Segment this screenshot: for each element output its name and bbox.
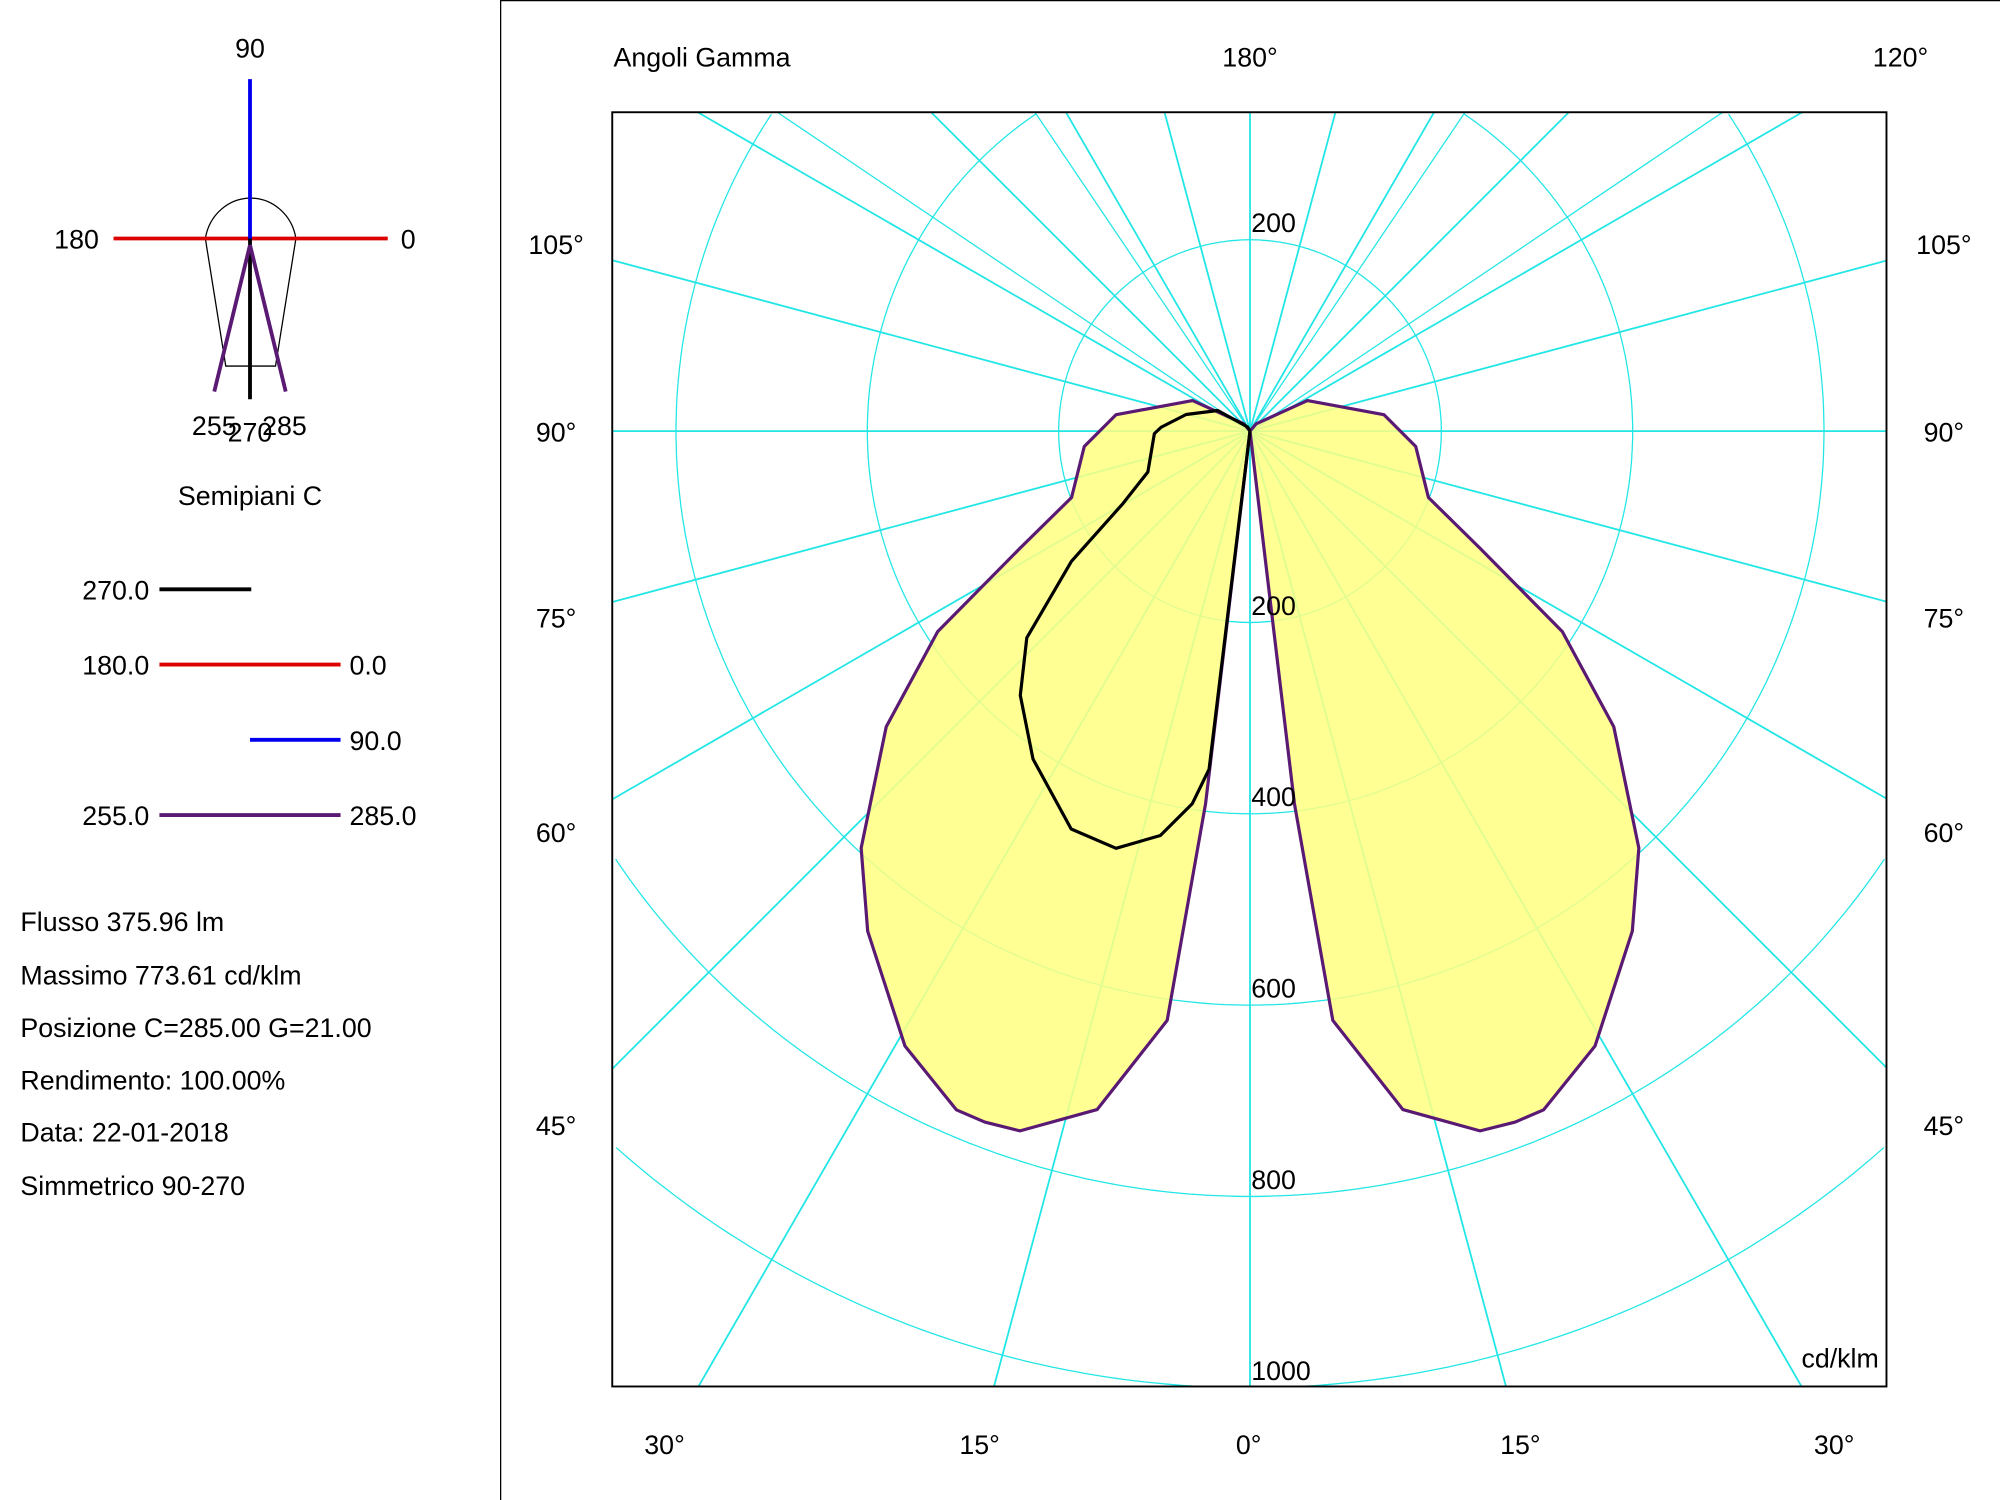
legend-left-label: 255.0 <box>82 801 149 831</box>
info-symmetry: Simmetrico 90-270 <box>20 1171 245 1201</box>
bottom-angle-30-right: 30° <box>1814 1430 1854 1460</box>
legend-right-label: 285.0 <box>349 801 416 831</box>
right-angle-45: 45° <box>1924 1111 1964 1141</box>
grid-radial-line <box>1034 112 1251 432</box>
plane-285-line <box>248 244 288 393</box>
grid-radial-line <box>1065 112 1251 432</box>
grid-radial-line <box>776 112 1251 432</box>
radial-tick-label: 400 <box>1251 782 1296 812</box>
left-angle-75: 75° <box>536 604 576 634</box>
bottom-angle-15-left: 15° <box>959 1430 999 1460</box>
icon-label-255: 255 <box>192 411 237 441</box>
grid-radial-line <box>1249 112 1724 432</box>
radial-tick-label: 200 <box>1251 208 1296 238</box>
info-efficiency: Rendimento: 100.00% <box>20 1065 285 1095</box>
info-flux: Flusso 375.96 lm <box>20 907 224 937</box>
top-label-120: 120° <box>1873 42 1928 72</box>
radial-tick-labels: 200 200 400 600 800 1000 <box>1251 208 1311 1386</box>
grid-radial-line <box>1249 259 1887 432</box>
grid-radial-line <box>930 112 1251 432</box>
series-270-line <box>1018 408 1252 850</box>
unit-label: cd/klm <box>1801 1343 1878 1373</box>
info-date: Data: 22-01-2018 <box>20 1118 228 1148</box>
radial-tick-label: 800 <box>1251 1165 1296 1195</box>
grid-radial-line <box>1163 112 1251 432</box>
legend-item-255-285: 255.0 285.0 <box>82 801 416 831</box>
icon-label-285: 285 <box>262 411 307 441</box>
luminaire-outline <box>204 197 297 367</box>
icon-label-180: 180 <box>54 225 99 255</box>
grid-radial-line <box>1249 112 1803 432</box>
radial-tick-label: 600 <box>1251 973 1296 1003</box>
left-angle-60: 60° <box>536 818 576 848</box>
legend-right-label: 0.0 <box>349 651 386 681</box>
info-block: Flusso 375.96 lm Massimo 773.61 cd/klm P… <box>20 907 371 1201</box>
bottom-angle-30-left: 30° <box>644 1430 684 1460</box>
legend-item-270: 270.0 <box>82 575 252 605</box>
icon-label-0: 0 <box>401 225 416 255</box>
grid-radial-line <box>697 112 1251 432</box>
radial-tick-label: 200 <box>1251 591 1296 621</box>
legend-right-label: 90.0 <box>349 726 401 756</box>
right-angle-60: 60° <box>1924 818 1964 848</box>
legend-item-180-0: 180.0 0.0 <box>82 651 386 681</box>
icon-label-270: 270 <box>228 417 273 447</box>
series-255-285-fill <box>859 398 1641 1133</box>
plane-255-line <box>212 244 252 393</box>
grid-circle-1000 <box>615 1147 1885 1387</box>
legend-left-label: 270.0 <box>82 575 149 605</box>
polar-grid <box>612 112 1887 1387</box>
left-angle-45: 45° <box>536 1111 576 1141</box>
chart-title: Angoli Gamma <box>614 42 791 72</box>
info-max: Massimo 773.61 cd/klm <box>20 961 301 991</box>
icon-label-90: 90 <box>235 33 265 63</box>
left-angle-105: 105° <box>528 230 583 260</box>
bottom-angle-15-right: 15° <box>1500 1430 1540 1460</box>
bottom-angle-0: 0° <box>1236 1430 1262 1460</box>
legend-item-90: 90.0 <box>250 726 402 756</box>
legend-title: Semipiani C <box>178 481 322 511</box>
plot-frame <box>611 111 1888 1388</box>
top-label-180: 180° <box>1222 42 1277 72</box>
c-planes-icon: 90 180 0 255 270 285 <box>54 33 415 447</box>
grid-radial-line <box>1249 112 1337 432</box>
right-angle-75: 75° <box>1924 604 1964 634</box>
left-angle-90: 90° <box>536 417 576 447</box>
radial-tick-label: 1000 <box>1251 1356 1311 1386</box>
grid-radial-line <box>1249 112 1435 432</box>
right-angle-105: 105° <box>1916 230 1971 260</box>
grid-radial-line <box>1249 112 1570 432</box>
legend-left-label: 180.0 <box>82 651 149 681</box>
info-position: Posizione C=285.00 G=21.00 <box>20 1013 371 1043</box>
grid-radial-line <box>612 259 1251 432</box>
right-angle-90: 90° <box>1924 417 1964 447</box>
grid-radial-line <box>1249 112 1466 432</box>
